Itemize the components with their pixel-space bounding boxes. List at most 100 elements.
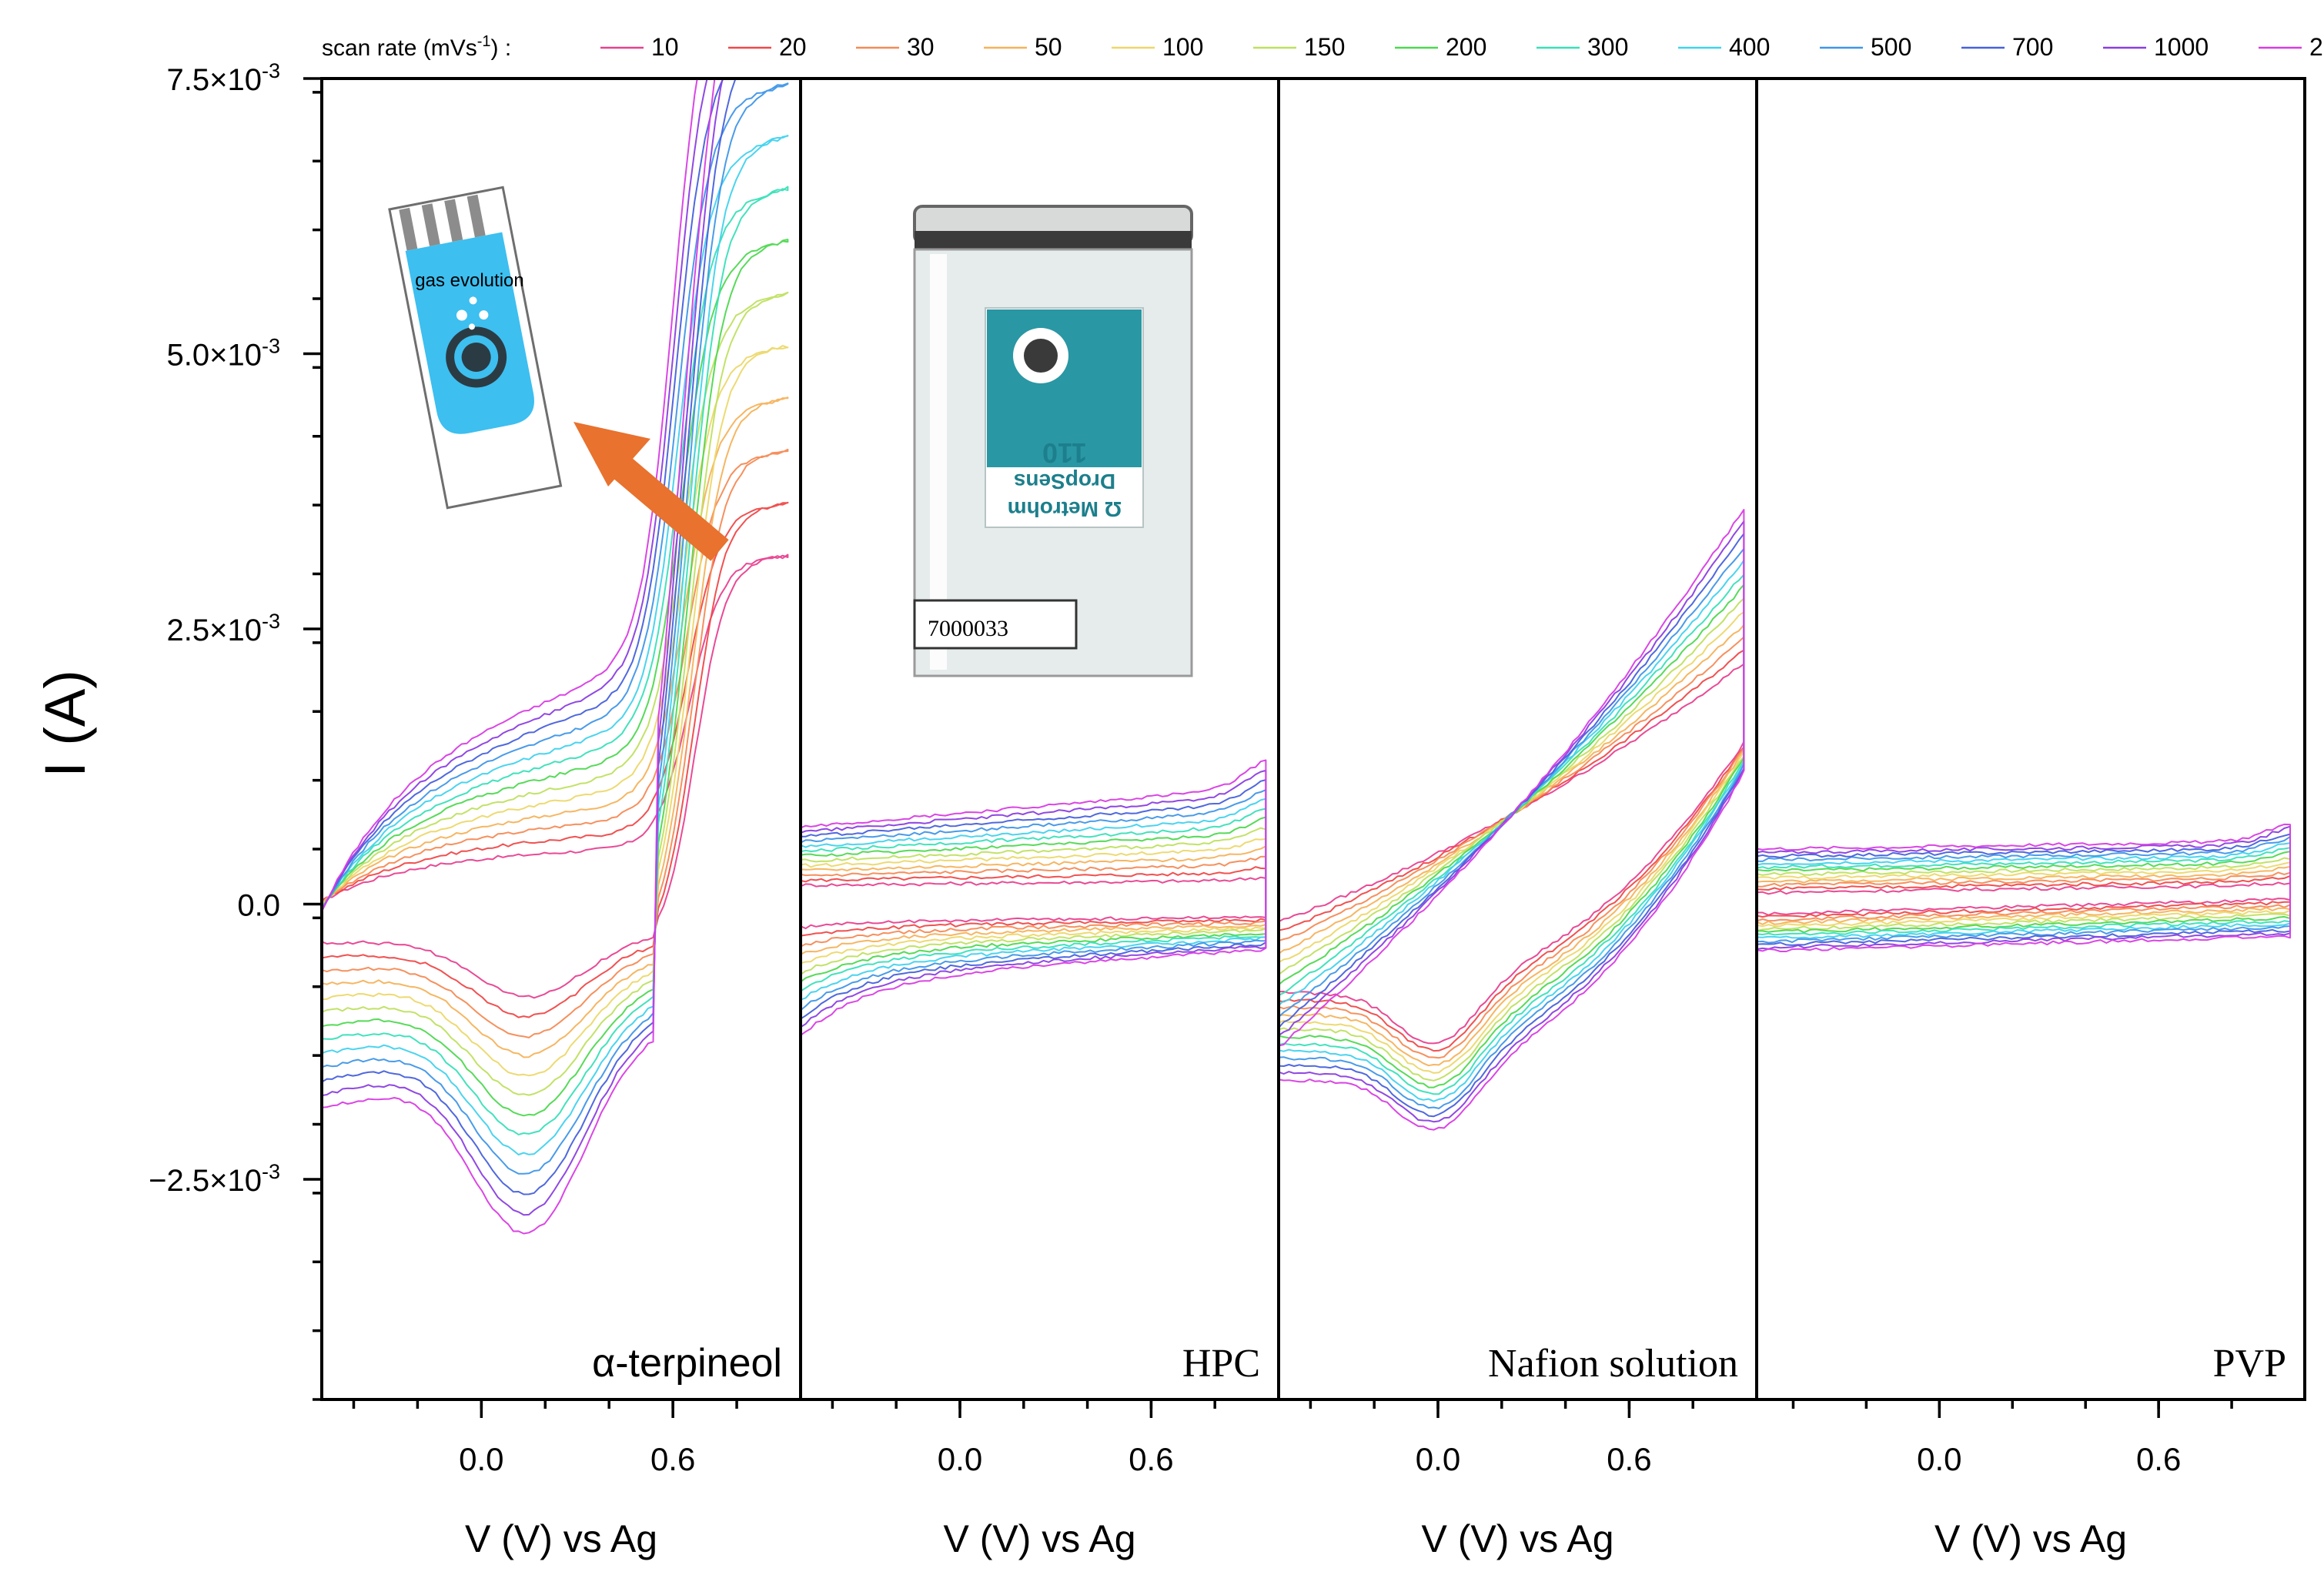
cv-curve-terpineol-20 (322, 501, 789, 1018)
vial-label-teal (987, 309, 1142, 467)
vial-code: 7000033 (928, 616, 1008, 641)
cv-curve-terpineol-100 (322, 345, 789, 1077)
inset-arrow (573, 422, 729, 561)
y-tick-label-3: 0.0 (237, 889, 280, 923)
legend-entry-20: 20 (728, 33, 807, 61)
electrode-contact-2 (421, 203, 440, 246)
vial-electrode-center (1024, 339, 1058, 373)
legend-label-500: 500 (1871, 33, 1911, 61)
cv-curve-terpineol-300 (322, 186, 789, 1135)
cv-curve-terpineol-150 (322, 291, 789, 1096)
vial-glint (930, 254, 947, 670)
cv-curve-terpineol-1000 (322, 79, 724, 1216)
y-tick-label-4: −2.5×10-3 (149, 1160, 280, 1198)
cv-curve-hpc-700 (801, 779, 1267, 1020)
legend-title: scan rate (mVs-1) : (322, 33, 511, 61)
legend: scan rate (mVs-1) : 10 20 30 50 100 150 200 300… (322, 33, 2324, 61)
x-tick-label: 0.0 (1416, 1441, 1460, 1477)
electrode-working (461, 342, 491, 372)
legend-entry-700: 700 (1961, 33, 2053, 61)
legend-entry-150: 150 (1253, 33, 1345, 61)
legend-label-2000: 2000 (2309, 33, 2324, 61)
y-axis: 7.5×10-3 5.0×10-3 2.5×10-3 0.0 −2.5×10-3 (149, 59, 323, 1401)
legend-label-150: 150 (1304, 33, 1345, 61)
cv-curve-nafion-2000 (1279, 509, 1745, 1131)
cv-curve-terpineol-400 (322, 135, 789, 1155)
cv-curve-terpineol-200 (322, 239, 789, 1117)
legend-label-300: 300 (1587, 33, 1628, 61)
gas-bubble-2 (469, 296, 477, 305)
x-axis-title-1: V (V) vs Ag (465, 1517, 657, 1560)
vial-text-line-1: Ω Metrohm (1008, 497, 1122, 521)
gas-evolution-label: gas evolution (415, 270, 523, 291)
panel-frame-4 (1755, 77, 2306, 1401)
cv-curve-pvp-2000 (1757, 823, 2291, 952)
vial-text-line-3: 110 (1042, 437, 1087, 469)
legend-label-30: 30 (907, 33, 935, 61)
cv-curve-pvp-50 (1757, 865, 2291, 925)
cv-curve-nafion-400 (1279, 559, 1745, 1102)
legend-entry-1000: 1000 (2103, 33, 2209, 61)
legend-entries: 10 20 30 50 100 150 200 300 400 500 700 1000 2000 (600, 33, 2324, 61)
legend-entry-30: 30 (856, 33, 935, 61)
panel-label-3: Nafion solution (1488, 1342, 1738, 1386)
legend-label-20: 20 (779, 33, 807, 61)
x-axis-title-3: V (V) vs Ag (1421, 1517, 1613, 1560)
cv-curve-hpc-1000 (801, 769, 1267, 1028)
legend-entry-200: 200 (1395, 33, 1486, 61)
electrode-contact-3 (444, 199, 463, 242)
panel-curves-2 (801, 759, 1267, 1036)
legend-label-700: 700 (2012, 33, 2053, 61)
electrode-inset (388, 186, 563, 510)
panel-label-2: HPC (1182, 1342, 1260, 1386)
panel-curves-1 (322, 79, 789, 1235)
x-axis-title-2: V (V) vs Ag (943, 1517, 1135, 1560)
cv-curve-hpc-2000 (801, 759, 1267, 1036)
legend-label-200: 200 (1446, 33, 1486, 61)
panel-3: 0.0 0.6 V (V) vs Ag Nafion solution (1277, 77, 1758, 1560)
cv-curve-hpc-30 (801, 855, 1267, 948)
y-tick-label-1: 5.0×10-3 (167, 335, 280, 373)
legend-label-1000: 1000 (2154, 33, 2209, 61)
x-tick-label: 0.0 (938, 1441, 982, 1477)
cv-curve-nafion-500 (1279, 547, 1745, 1109)
x-tick-label: 0.0 (1917, 1441, 1961, 1477)
x-tick-label: 0.6 (2136, 1441, 2181, 1477)
x-tick-label: 0.0 (459, 1441, 503, 1477)
x-tick-label: 0.6 (1607, 1441, 1651, 1477)
y-tick-label-2: 2.5×10-3 (167, 610, 280, 647)
legend-label-100: 100 (1162, 33, 1203, 61)
y-tick-label-0: 7.5×10-3 (167, 59, 280, 97)
electrode-contact-1 (399, 207, 418, 251)
gas-bubble-1 (456, 309, 467, 321)
gas-bubble-3 (479, 310, 489, 320)
gas-bubble-4 (468, 323, 475, 330)
legend-entry-100: 100 (1112, 33, 1203, 61)
vial-inset: 7000033 Ω Metrohm DropSens 110 (913, 205, 1193, 677)
cv-curve-terpineol-500 (322, 82, 789, 1175)
panel-label-1: α-terpineol (592, 1341, 782, 1386)
cv-curve-terpineol-50 (322, 396, 789, 1058)
panel-curves-3 (1279, 509, 1745, 1131)
legend-entry-300: 300 (1537, 33, 1628, 61)
electrode-ring (446, 326, 507, 388)
x-tick-label: 0.6 (650, 1441, 695, 1477)
legend-label-10: 10 (651, 33, 679, 61)
legend-entry-500: 500 (1820, 33, 1911, 61)
legend-entry-400: 400 (1678, 33, 1770, 61)
legend-entry-50: 50 (984, 33, 1062, 61)
legend-label-50: 50 (1035, 33, 1062, 61)
panel-curves-4 (1757, 823, 2291, 952)
panel-label-4: PVP (2213, 1342, 2286, 1386)
plot-panels: 0.0 0.6 V (V) vs Ag α-terpineol 0.0 0.6 V (V) … (320, 77, 2306, 1560)
vial-text-line-2: DropSens (1014, 470, 1115, 493)
cv-curve-nafion-1000 (1279, 520, 1745, 1123)
panel-2: 0.0 0.6 V (V) vs Ag HPC (799, 77, 1280, 1560)
cv-curve-terpineol-10 (322, 553, 789, 999)
x-tick-label: 0.6 (1129, 1441, 1173, 1477)
legend-entry-10: 10 (600, 33, 679, 61)
x-axis-title-4: V (V) vs Ag (1934, 1517, 2127, 1560)
legend-label-400: 400 (1729, 33, 1770, 61)
panel-1: 0.0 0.6 V (V) vs Ag α-terpineol (320, 77, 802, 1560)
